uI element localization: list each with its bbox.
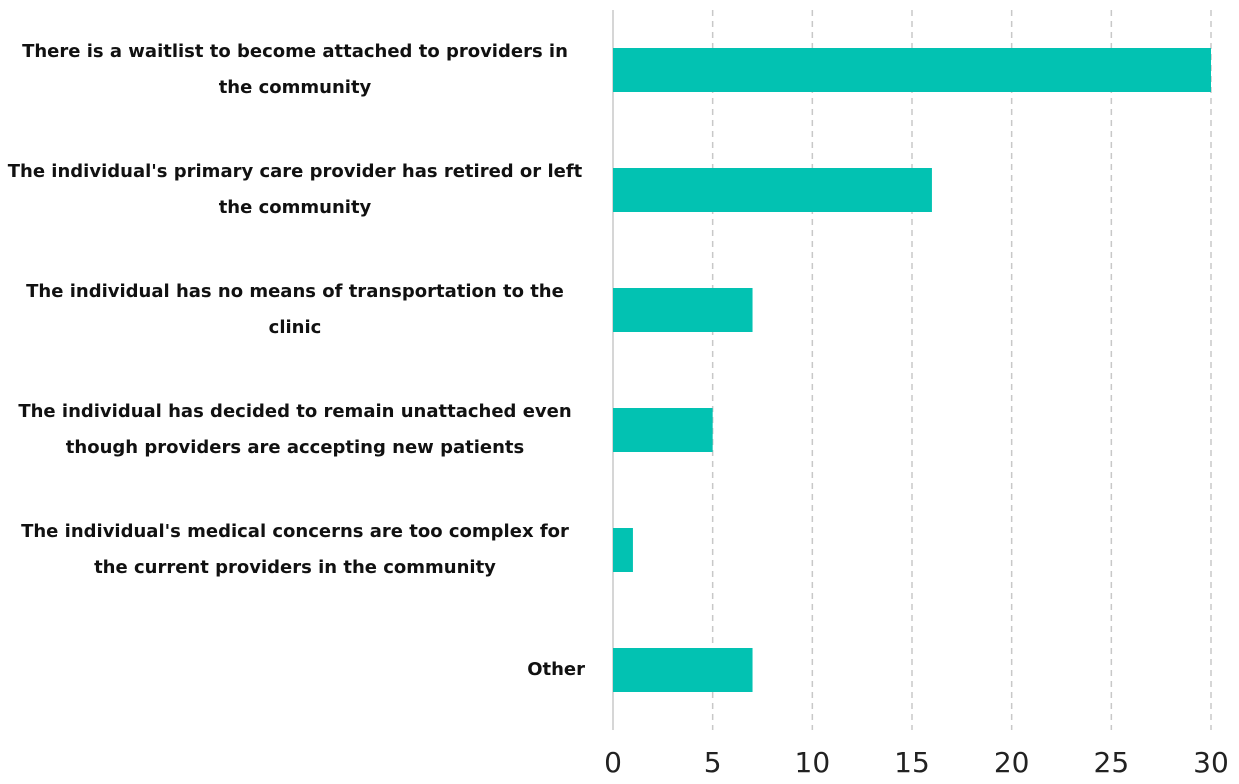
x-tick-label: 15 bbox=[894, 746, 930, 779]
x-tick-label: 25 bbox=[1094, 746, 1130, 779]
y-tick-label-box: There is a waitlist to become attached t… bbox=[0, 15, 585, 125]
x-tick-label: 30 bbox=[1193, 746, 1229, 779]
bar bbox=[613, 168, 932, 212]
x-tick-label: 20 bbox=[994, 746, 1030, 779]
y-tick-label-box: The individual's medical concerns are to… bbox=[0, 495, 585, 605]
bar bbox=[613, 48, 1211, 92]
x-tick-label: 0 bbox=[604, 746, 622, 779]
bar bbox=[613, 528, 633, 572]
bar bbox=[613, 288, 753, 332]
y-tick-label: Other bbox=[527, 659, 585, 680]
x-tick-label: 10 bbox=[795, 746, 831, 779]
x-tick-label: 5 bbox=[704, 746, 722, 779]
y-tick-label-box: The individual has no means of transport… bbox=[0, 255, 585, 365]
y-tick-label-box: The individual's primary care provider h… bbox=[0, 135, 585, 245]
bar bbox=[613, 648, 753, 692]
bar bbox=[613, 408, 713, 452]
y-tick-label: There is a waitlist to become attached t… bbox=[22, 41, 568, 98]
y-tick-label: The individual's primary care provider h… bbox=[7, 161, 583, 218]
y-tick-label-box: The individual has decided to remain una… bbox=[0, 375, 585, 485]
y-tick-label: The individual has decided to remain una… bbox=[18, 401, 572, 458]
y-tick-label: The individual's medical concerns are to… bbox=[21, 521, 569, 578]
y-tick-label: The individual has no means of transport… bbox=[26, 281, 564, 338]
y-tick-label-box: Other bbox=[0, 615, 585, 725]
